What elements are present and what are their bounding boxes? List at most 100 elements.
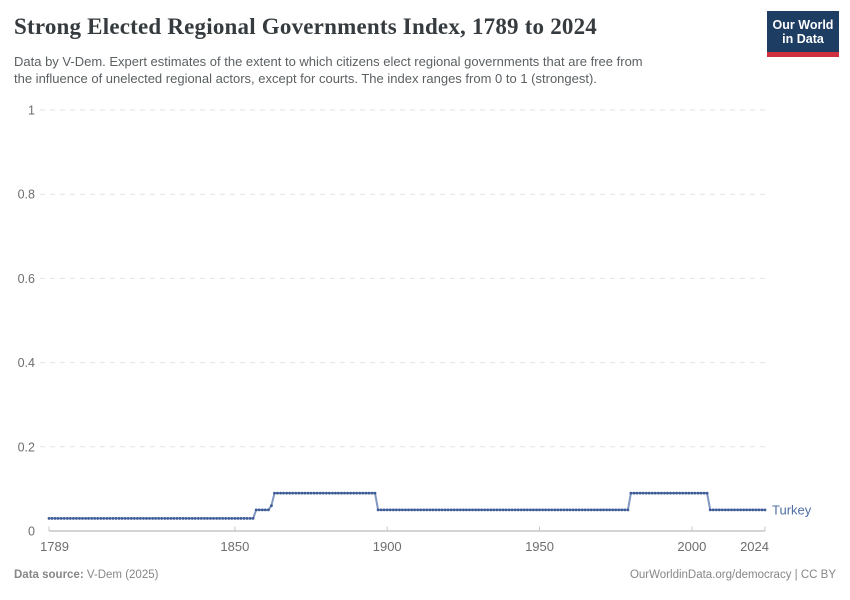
year-marker-dot bbox=[56, 517, 60, 520]
year-marker-dot bbox=[270, 504, 273, 508]
year-marker-dot bbox=[513, 508, 517, 512]
year-marker-dot bbox=[471, 508, 474, 512]
year-marker-dot bbox=[394, 508, 398, 512]
year-marker-dot bbox=[446, 508, 450, 512]
chart-subtitle: Data by V-Dem. Expert estimates of the e… bbox=[14, 54, 759, 87]
year-marker-dot bbox=[510, 508, 514, 512]
year-marker-dot bbox=[538, 508, 541, 512]
year-marker-dot bbox=[93, 517, 97, 520]
year-marker-dot bbox=[462, 508, 465, 512]
year-marker-dot bbox=[276, 491, 279, 495]
year-marker-dot bbox=[257, 508, 261, 512]
year-marker-dot bbox=[507, 508, 511, 512]
year-marker-dot bbox=[84, 517, 87, 520]
year-marker-dot bbox=[474, 508, 477, 512]
year-marker-dot bbox=[321, 491, 325, 495]
year-marker-dot bbox=[72, 517, 75, 520]
year-marker-dot bbox=[449, 508, 453, 512]
year-marker-dot bbox=[724, 508, 727, 512]
year-marker-dot bbox=[465, 508, 468, 512]
year-marker-dot bbox=[87, 517, 90, 520]
year-marker-dot bbox=[535, 508, 538, 512]
year-marker-dot bbox=[705, 491, 709, 495]
year-marker-dot bbox=[160, 517, 164, 520]
year-marker-dot bbox=[504, 508, 508, 512]
year-marker-dot bbox=[666, 491, 669, 495]
year-marker-dot bbox=[550, 508, 554, 512]
year-marker-dot bbox=[370, 491, 374, 495]
year-marker-dot bbox=[236, 517, 240, 520]
year-marker-dot bbox=[501, 508, 505, 512]
data-source-note: Data source: V-Dem (2025) bbox=[14, 569, 158, 581]
year-marker-dot bbox=[312, 491, 316, 495]
year-marker-dot bbox=[455, 508, 459, 512]
year-marker-dot bbox=[148, 517, 151, 520]
year-marker-dot bbox=[553, 508, 557, 512]
year-marker-dot bbox=[242, 517, 246, 520]
year-marker-dot bbox=[696, 491, 700, 495]
x-axis-label: 2000 bbox=[677, 539, 706, 554]
year-marker-dot bbox=[291, 491, 295, 495]
year-marker-dot bbox=[434, 508, 438, 512]
year-marker-dot bbox=[53, 517, 57, 520]
data-source-value: V-Dem (2025) bbox=[83, 569, 159, 581]
x-axis-label: 1789 bbox=[40, 539, 69, 554]
year-marker-dot bbox=[516, 508, 520, 512]
year-marker-dot bbox=[120, 517, 124, 520]
owid-logo[interactable]: Our World in Data bbox=[767, 11, 839, 57]
year-marker-dot bbox=[428, 508, 432, 512]
year-marker-dot bbox=[154, 517, 158, 520]
year-marker-dot bbox=[391, 508, 395, 512]
year-marker-dot bbox=[626, 508, 630, 512]
chart-footer: Data source: V-Dem (2025) OurWorldinData… bbox=[14, 569, 836, 581]
series-entity-label[interactable]: Turkey bbox=[772, 502, 812, 517]
year-marker-dot bbox=[282, 491, 285, 495]
year-marker-dot bbox=[422, 508, 426, 512]
year-marker-dot bbox=[224, 517, 228, 520]
year-marker-dot bbox=[468, 508, 471, 512]
year-marker-dot bbox=[458, 508, 462, 512]
year-marker-dot bbox=[306, 491, 310, 495]
year-marker-dot bbox=[248, 517, 252, 520]
year-marker-dot bbox=[748, 508, 752, 512]
year-marker-dot bbox=[614, 508, 618, 512]
year-marker-dot bbox=[267, 508, 270, 512]
year-marker-dot bbox=[294, 491, 298, 495]
year-marker-dot bbox=[657, 491, 660, 495]
year-marker-dot bbox=[349, 491, 352, 495]
y-axis-label: 0.8 bbox=[18, 188, 35, 202]
year-marker-dot bbox=[90, 517, 94, 520]
year-marker-dot bbox=[410, 508, 413, 512]
year-marker-dot bbox=[617, 508, 621, 512]
year-marker-dot bbox=[193, 517, 197, 520]
year-marker-dot bbox=[334, 491, 337, 495]
turkey-series[interactable] bbox=[47, 491, 767, 520]
year-marker-dot bbox=[273, 491, 276, 495]
year-marker-dot bbox=[708, 508, 712, 512]
year-marker-dot bbox=[407, 508, 410, 512]
year-marker-dot bbox=[681, 491, 685, 495]
series-line bbox=[49, 492, 765, 520]
year-marker-dot bbox=[663, 491, 666, 495]
year-marker-dot bbox=[108, 517, 112, 520]
year-marker-dot bbox=[136, 517, 139, 520]
year-marker-dot bbox=[367, 491, 371, 495]
year-marker-dot bbox=[714, 508, 718, 512]
year-marker-dot bbox=[653, 491, 657, 495]
year-marker-dot bbox=[596, 508, 599, 512]
owid-url-link[interactable]: OurWorldinData.org/democracy bbox=[629, 569, 792, 581]
year-marker-dot bbox=[139, 517, 142, 520]
year-marker-dot bbox=[416, 508, 420, 512]
year-marker-dot bbox=[151, 517, 155, 520]
year-marker-dot bbox=[492, 508, 496, 512]
year-marker-dot bbox=[678, 491, 682, 495]
year-marker-dot bbox=[169, 517, 173, 520]
year-marker-dot bbox=[184, 517, 188, 520]
year-marker-dot bbox=[388, 508, 392, 512]
year-marker-dot bbox=[279, 491, 282, 495]
y-axis-label: 0 bbox=[28, 525, 35, 539]
year-marker-dot bbox=[166, 517, 170, 520]
year-marker-dot bbox=[739, 508, 742, 512]
year-marker-dot bbox=[629, 491, 633, 495]
